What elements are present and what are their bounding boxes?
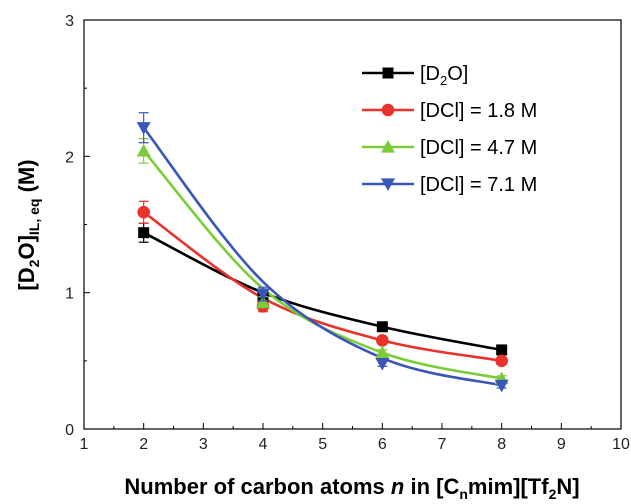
axis-ticks: [83, 19, 622, 430]
x-axis-title-var: n: [391, 474, 404, 499]
legend-item-dcl47: [DCl] = 4.7 M: [362, 137, 537, 159]
x-tick-label: 7: [438, 436, 447, 453]
x-tick-label: 5: [318, 436, 327, 453]
legend-item-d2o: [D2O]: [362, 63, 468, 88]
y-tick-label: 3: [65, 13, 74, 30]
y-axis-title: [D2O]IL, eq (M): [14, 159, 42, 290]
legend-marker: [381, 103, 395, 117]
legend-item-dcl71: [DCl] = 7.1 M: [362, 174, 537, 196]
legend-label: [DCl] = 4.7 M: [420, 137, 537, 159]
x-axis-title-middle2: mim][Tf: [468, 474, 549, 499]
curve-dcl71: [142, 126, 502, 387]
curve-d2o: [143, 231, 502, 352]
x-axis-title-suffix: N]: [556, 474, 579, 499]
series-dcl71: [136, 112, 509, 393]
legend: [D2O] [DCl] = 1.8 M [DCl] = 4.7 M [DCl] = 7…: [362, 63, 537, 196]
y-axis-title-part3: (M): [14, 159, 39, 198]
y-tick-label: 0: [65, 422, 74, 439]
data-point: [375, 345, 390, 359]
x-axis-title-prefix: Number of carbon atoms: [124, 474, 390, 499]
x-tick-label: 6: [378, 436, 387, 453]
x-axis-title: Number of carbon atoms n in [Cnmim][Tf2N…: [124, 474, 579, 502]
legend-label: [DCl] = 1.8 M: [420, 100, 537, 122]
x-tick-label: 8: [497, 436, 506, 453]
y-tick-label: 1: [65, 286, 74, 303]
data-point: [138, 227, 150, 239]
x-tick-label: 10: [612, 436, 630, 453]
x-tick-label: 1: [80, 436, 89, 453]
legend-label: [DCl] = 7.1 M: [420, 174, 537, 196]
y-axis-title-sub2: IL, eq: [26, 199, 42, 236]
data-point: [256, 288, 270, 302]
data-point: [136, 143, 151, 157]
x-tick-label: 4: [259, 436, 268, 453]
legend-item-dcl18: [DCl] = 1.8 M: [362, 100, 537, 122]
series-d2o: [138, 222, 508, 356]
data-point: [256, 295, 270, 308]
x-tick-label: 9: [557, 436, 566, 453]
data-point: [495, 354, 508, 368]
curve-dcl18: [142, 211, 502, 363]
x-tick-label: 3: [199, 436, 208, 453]
x-axis-title-sub1: n: [459, 486, 468, 502]
data-point: [375, 357, 390, 371]
data-points: [136, 112, 509, 393]
data-point: [376, 321, 388, 333]
y-tick-label: 2: [65, 149, 74, 166]
data-point: [376, 334, 389, 347]
x-tick-label: 2: [139, 436, 148, 453]
x-axis-title-middle: in [C: [404, 474, 459, 499]
legend-marker: [381, 178, 395, 191]
legend-marker: [382, 67, 394, 79]
fit-curves: [142, 126, 502, 387]
y-axis-title-part1: [D: [14, 267, 39, 290]
data-point: [494, 379, 509, 393]
legend-marker: [381, 140, 395, 153]
legend-label: [D2O]: [420, 63, 468, 88]
data-point: [136, 122, 151, 135]
data-point: [137, 205, 150, 219]
y-axis-title-sub1: 2: [26, 259, 42, 267]
x-axis-title-sub2: 2: [549, 486, 557, 502]
data-point: [496, 344, 508, 356]
y-axis-title-part2: O]: [14, 235, 39, 259]
plot-frame: [83, 19, 622, 430]
